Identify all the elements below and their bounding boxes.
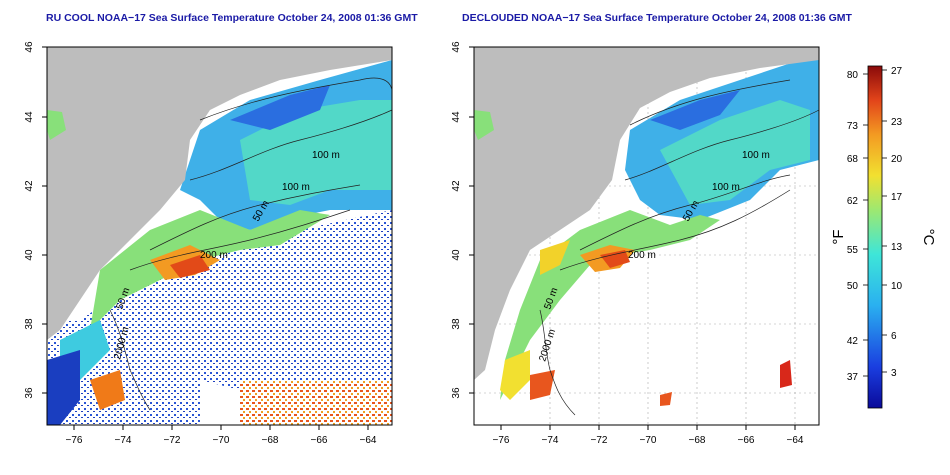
y-tick-label: 36 <box>451 387 462 399</box>
x-tick-label: −70 <box>640 435 657 446</box>
land-mass <box>474 47 819 380</box>
bathymetry-contours <box>109 77 393 411</box>
contour-label: 100 m <box>712 182 740 193</box>
y-tick-label: 40 <box>24 249 35 261</box>
colorbar-f-tick: 80 <box>847 70 859 81</box>
x-tick-label: −64 <box>360 435 377 446</box>
x-tick-label: −72 <box>164 435 181 446</box>
colorbar-f-tick: 73 <box>847 121 859 132</box>
x-tick-label: −70 <box>213 435 230 446</box>
contour-label: 100 m <box>282 182 310 193</box>
colorbar-c-tick: 17 <box>891 192 903 203</box>
left-sst-map: 100 m 100 m 50 m 200 m 50 m 2000 m −76 −… <box>24 41 393 446</box>
y-tick-label: 38 <box>24 318 35 330</box>
y-tick-label: 44 <box>451 111 462 123</box>
y-tick-label: 40 <box>451 249 462 261</box>
x-tick-label: −74 <box>542 435 559 446</box>
x-tick-label: −66 <box>311 435 328 446</box>
colorbar-f-tick: 55 <box>847 245 859 256</box>
bathymetry-contours <box>539 79 820 416</box>
colorbar-c-tick: 20 <box>891 154 903 165</box>
y-tick-label: 36 <box>24 387 35 399</box>
colorbar <box>867 65 883 409</box>
colorbar-f-unit: °F <box>830 229 847 244</box>
grid-lines <box>474 47 819 425</box>
x-tick-label: −68 <box>689 435 706 446</box>
land-mass <box>47 47 392 340</box>
colorbar-f-tick: 62 <box>847 196 859 207</box>
contour-label: 200 m <box>628 250 656 261</box>
x-tick-label: −68 <box>262 435 279 446</box>
y-tick-label: 38 <box>451 318 462 330</box>
x-tick-label: −66 <box>738 435 755 446</box>
x-tick-label: −76 <box>493 435 510 446</box>
left-panel-title: RU COOL NOAA−17 Sea Surface Temperature … <box>46 12 418 24</box>
offshore-speckle-region <box>160 210 392 300</box>
colorbar-c-tick: 13 <box>891 242 903 253</box>
x-tick-label: −72 <box>591 435 608 446</box>
colorbar-c-tick: 3 <box>891 368 897 379</box>
colorbar-c-tick: 23 <box>891 117 903 128</box>
y-tick-label: 42 <box>451 180 462 192</box>
y-tick-label: 42 <box>24 180 35 192</box>
x-tick-label: −76 <box>66 435 83 446</box>
warm-speckle-region <box>240 380 392 425</box>
x-tick-label: −74 <box>115 435 132 446</box>
shelf-water <box>90 210 330 330</box>
colorbar-f-tick: 42 <box>847 336 859 347</box>
x-tick-label: −64 <box>787 435 804 446</box>
colorbar-c-unit: °C <box>920 229 937 246</box>
contour-label: 100 m <box>312 150 340 161</box>
y-tick-label: 46 <box>24 41 35 53</box>
y-tick-label: 46 <box>451 41 462 53</box>
contour-label: 100 m <box>742 150 770 161</box>
right-panel-title: DECLOUDED NOAA−17 Sea Surface Temperatur… <box>462 12 852 24</box>
colorbar-f-tick: 37 <box>847 372 859 383</box>
y-tick-label: 44 <box>24 111 35 123</box>
colorbar-f-tick: 68 <box>847 154 859 165</box>
colorbar-c-tick: 6 <box>891 331 897 342</box>
colorbar-f-tick: 50 <box>847 281 859 292</box>
colorbar-c-tick: 27 <box>891 66 903 77</box>
colorbar-c-tick: 10 <box>891 281 903 292</box>
contour-label: 200 m <box>200 250 228 261</box>
